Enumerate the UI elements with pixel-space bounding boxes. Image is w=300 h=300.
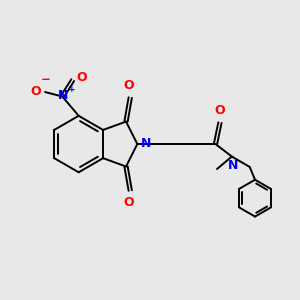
Text: −: − [41, 73, 51, 85]
Text: O: O [214, 104, 225, 117]
Text: O: O [124, 79, 134, 92]
Text: N: N [58, 89, 68, 102]
Text: O: O [31, 85, 41, 98]
Text: N: N [141, 137, 152, 150]
Text: N: N [227, 159, 238, 172]
Text: O: O [124, 196, 134, 209]
Text: O: O [76, 71, 87, 84]
Text: +: + [68, 85, 75, 94]
